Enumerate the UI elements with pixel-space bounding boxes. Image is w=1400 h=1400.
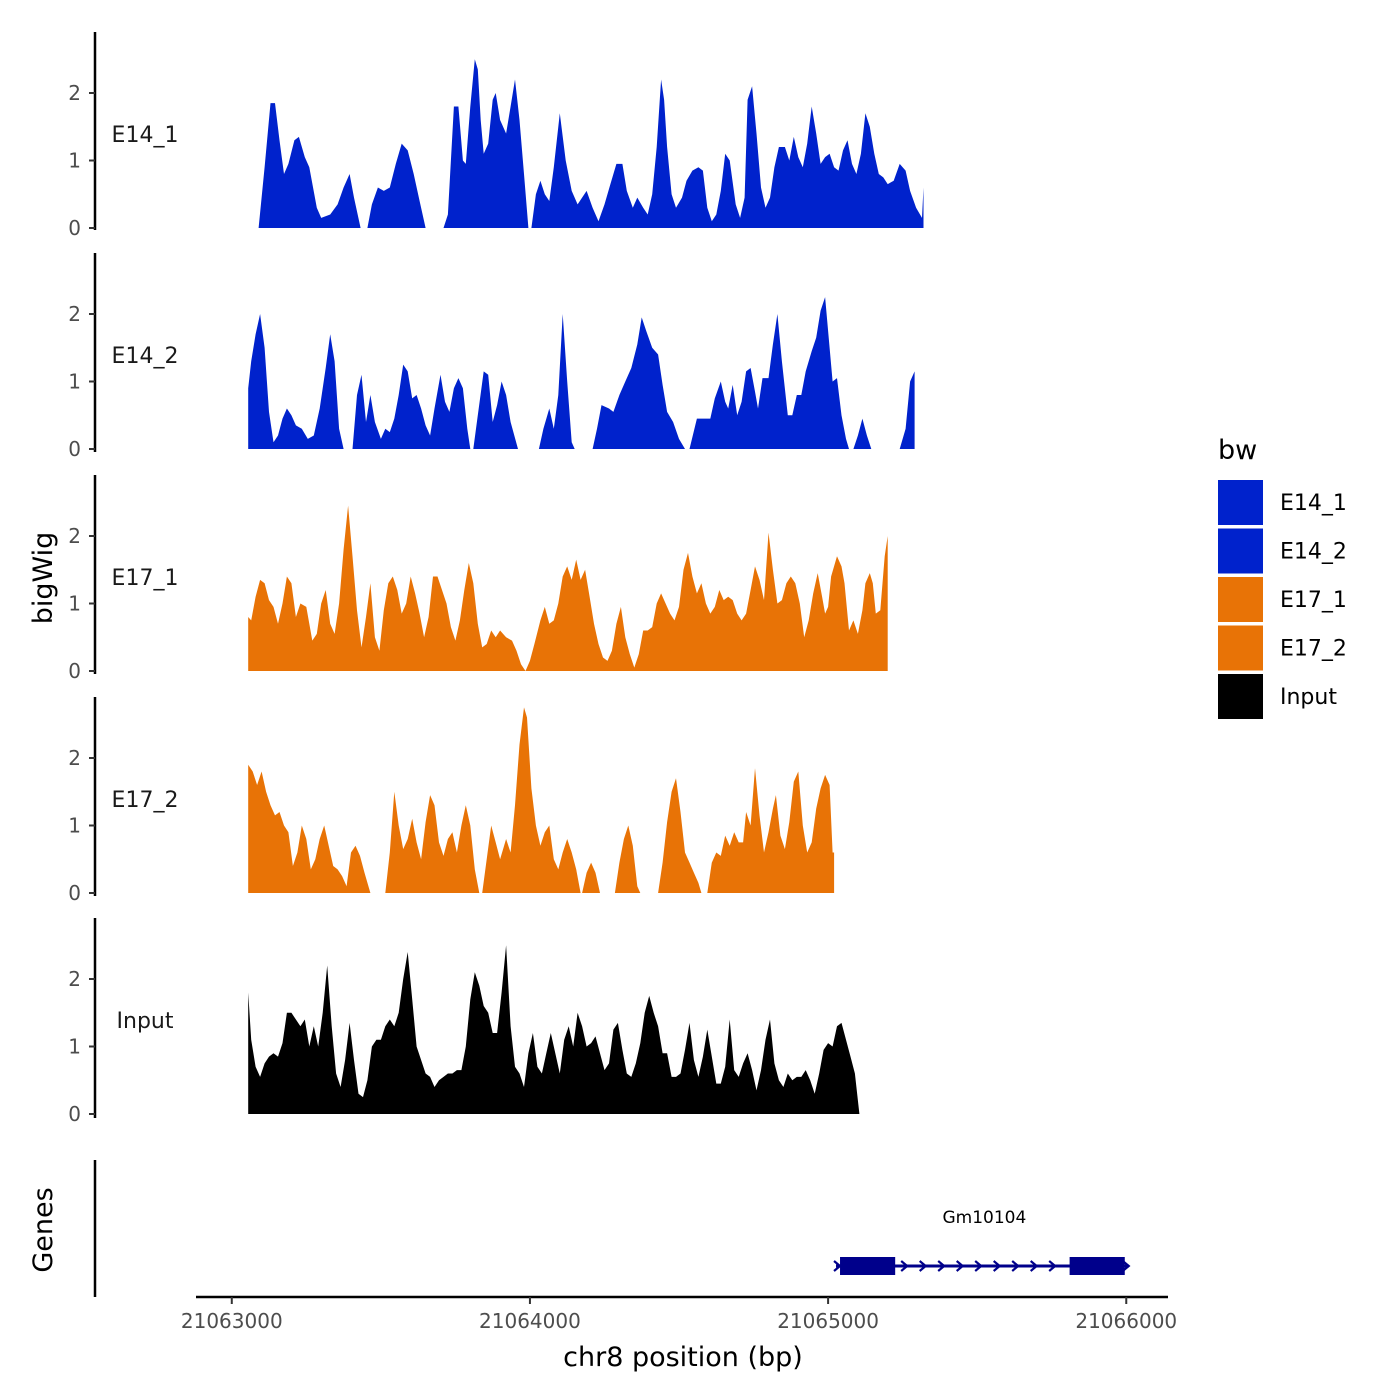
coverage-area [899,371,915,449]
x-axis: 21063000 21064000 21065000 21066000 [181,1295,1177,1333]
legend-label-E17_1: E17_1 [1280,588,1347,613]
coverage-area [248,945,860,1114]
coverage-area [352,364,471,449]
y-tick-label: 0 [68,881,81,905]
track-E17_1: 0 1 2 E17_1 [68,475,888,683]
x-tick-label: 21065000 [777,1309,879,1333]
coverage-area [707,768,835,893]
x-axis-title: chr8 position (bp) [563,1342,803,1373]
x-tick-label: 21063000 [181,1309,283,1333]
track-E14_1: 0 1 2 E14_1 [68,32,924,240]
legend-label-E17_2: E17_2 [1280,637,1347,662]
legend-label-E14_1: E14_1 [1280,491,1347,516]
y-tick-label: 1 [68,370,81,394]
track-label: E17_2 [112,788,179,813]
y-tick-label: 2 [68,302,81,326]
coverage-area [248,314,344,449]
coverage-area [582,862,600,893]
track-label: E17_1 [112,566,179,591]
track-label: Input [117,1009,174,1034]
y-tick-label: 1 [68,1035,81,1059]
track-label: E14_1 [112,123,179,148]
coverage-area [853,418,872,449]
y-axis-title: bigWig [28,532,59,625]
gene-exon [1069,1257,1125,1275]
strand-arrow [900,1260,909,1272]
strand-arrow [1011,1260,1020,1272]
legend-label-E14_2: E14_2 [1280,540,1347,565]
gene-Gm10104: Gm10104 [833,1208,1131,1275]
y-tick-label: 2 [68,524,81,548]
y-tick-label: 2 [68,967,81,991]
legend-swatch-Input [1218,674,1263,719]
coverage-area [482,707,581,893]
gene-exon [840,1257,896,1275]
track-Input: 0 1 2 Input [68,918,860,1126]
coverage-area [248,505,888,671]
coverage-area [258,103,361,228]
y-tick-label: 2 [68,81,81,105]
gene-track: Gm10104 [93,1160,1131,1297]
coverage-tracks: 0 1 2 E14_1 0 1 2 E14_2 0 1 2 E17_1 0 1 2 E17_2 0 1 2 Input [68,32,924,1126]
track-label: E14_2 [112,344,179,369]
track-E17_2: 0 1 2 E17_2 [68,697,835,905]
gene-name-label: Gm10104 [942,1208,1026,1228]
coverage-area [592,317,685,449]
coverage-area [658,778,702,893]
y-tick-label: 0 [68,659,81,683]
y-tick-label: 1 [68,149,81,173]
coverage-area [531,79,924,228]
legend: bw E14_1 E14_2 E17_1 E17_2 Input [1218,435,1347,719]
legend-swatch-E14_2 [1218,528,1263,574]
strand-arrow [918,1260,928,1272]
coverage-area [443,59,529,228]
strand-arrow [992,1260,1002,1272]
coverage-area [248,764,371,893]
y-tick-label: 1 [68,814,81,838]
y-tick-label: 0 [68,216,81,240]
track-E14_2: 0 1 2 E14_2 [68,253,915,461]
legend-swatch-E14_1 [1218,480,1263,525]
x-tick-label: 21066000 [1075,1309,1177,1333]
y-tick-label: 1 [68,592,81,616]
strand-arrow [1048,1260,1057,1272]
coverage-area [385,791,480,893]
y-tick-label: 0 [68,437,81,461]
strand-arrow [1122,1260,1131,1272]
legend-label-Input: Input [1280,685,1337,710]
genes-panel-title: Genes [28,1187,59,1272]
strand-arrow [974,1260,983,1272]
strand-arrow [937,1260,946,1272]
legend-swatch-E17_2 [1218,625,1263,671]
coverage-area [689,297,849,449]
legend-title: bw [1218,435,1257,466]
strand-arrow [955,1260,965,1272]
y-tick-label: 2 [68,746,81,770]
x-tick-label: 21064000 [479,1309,581,1333]
coverage-area [473,371,518,449]
y-tick-label: 0 [68,1102,81,1126]
legend-swatch-E17_1 [1218,577,1263,622]
coverage-area [538,314,575,449]
coverage-area [367,143,426,228]
strand-arrow [1029,1260,1039,1272]
coverage-area [614,825,641,893]
